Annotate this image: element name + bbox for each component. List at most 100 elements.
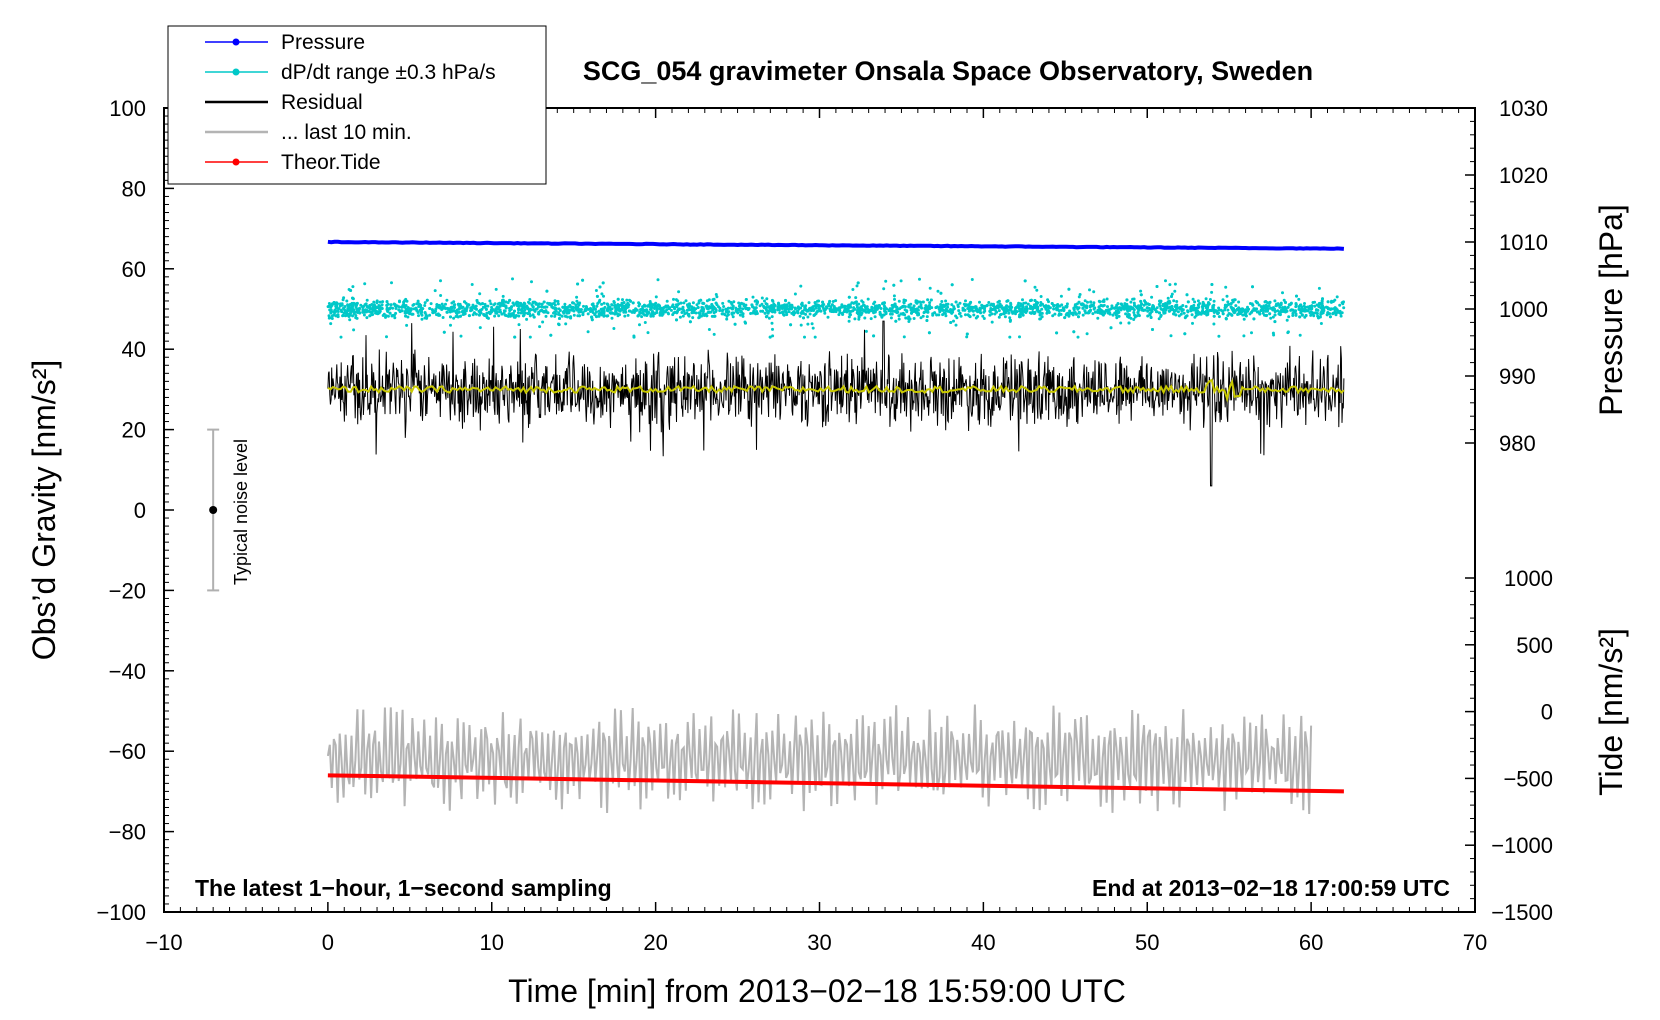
dpdt-point [1326,306,1329,310]
dpdt-point [344,311,348,315]
dpdt-point [1033,305,1036,309]
annotation-right: End at 2013−02−18 17:00:59 UTC [1092,875,1450,901]
dpdt-point [1073,303,1077,307]
dpdt-point [873,309,877,313]
dpdt-point [919,316,923,320]
dpdt-point [1184,315,1188,319]
dpdt-point [1304,314,1308,317]
dpdt-point [651,311,655,315]
dpdt-point [701,301,705,305]
dpdt-point [740,301,743,305]
dpdt-point [616,297,620,301]
dpdt-point [390,314,394,318]
dpdt-point [488,312,492,316]
dpdt-point [1116,302,1120,306]
dpdt-point [737,301,741,305]
dpdt-point [363,282,367,286]
dpdt-point [1294,309,1298,313]
dpdt-point [351,296,354,300]
noise-bar [207,428,220,592]
dpdt-point [1105,297,1109,301]
dpdt-point [889,309,893,313]
dpdt-point [674,303,678,307]
dpdt-point [928,286,932,290]
dpdt-point [501,294,505,298]
dpdt-point [421,307,425,311]
dpdt-point [610,303,614,307]
dpdt-point [1232,298,1236,302]
dpdt-point [944,308,948,311]
dpdt-point [777,301,780,305]
dpdt-point [623,308,627,312]
dpdt-point [869,309,873,313]
dpdt-point [1132,301,1136,305]
y-tick-label-tide: 500 [1516,633,1553,658]
dpdt-point [577,308,581,312]
dpdt-point [1052,307,1056,311]
dpdt-point [853,317,857,321]
dpdt-point [1287,303,1291,307]
chart-title: SCG_054 gravimeter Onsala Space Observat… [583,56,1313,86]
dpdt-point [1283,305,1287,309]
dpdt-point [910,311,913,315]
dpdt-point [547,302,551,306]
dpdt-point [494,287,498,291]
dpdt-point [452,306,456,309]
dpdt-point [1291,308,1295,312]
dpdt-point [911,306,915,310]
dpdt-point [1164,279,1167,283]
dpdt-point [1059,294,1063,298]
x-tick-label: 30 [807,930,831,955]
dpdt-point [915,301,919,305]
dpdt-point [329,322,333,326]
series-pressure [327,239,1345,251]
dpdt-point [760,296,764,300]
dpdt-point [1018,315,1021,319]
dpdt-point [895,305,899,309]
dpdt-point [800,303,804,307]
dpdt-point [1108,312,1112,316]
dpdt-point [519,311,523,315]
dpdt-point [1006,299,1010,303]
dpdt-point [475,299,479,302]
dpdt-point [970,278,974,281]
dpdt-point [484,307,488,311]
dpdt-point [550,314,553,318]
dpdt-point [852,306,856,310]
dpdt-point [532,315,536,319]
dpdt-point [656,278,660,282]
dpdt-point [1039,317,1042,321]
dpdt-point [469,309,473,313]
dpdt-point [1074,312,1078,316]
dpdt-point [380,307,384,310]
dpdt-point [1152,305,1155,309]
dpdt-point [439,279,442,283]
dpdt-point [1081,313,1085,317]
dpdt-point [441,316,445,319]
dpdt-point [699,298,703,302]
dpdt-point [1025,307,1029,311]
dpdt-point [1192,303,1196,307]
dpdt-point [1193,300,1197,304]
dpdt-point [1232,311,1236,315]
dpdt-point [417,302,421,306]
dpdt-point [959,314,963,318]
dpdt-point [965,335,969,339]
dpdt-point [1158,311,1161,315]
dpdt-point [826,315,830,319]
dpdt-point [1072,306,1076,310]
dpdt-point [1115,316,1119,320]
dpdt-point [806,309,810,313]
dpdt-point [837,313,841,317]
dpdt-point [510,313,514,317]
dpdt-point [878,312,882,316]
dpdt-point [1264,306,1268,310]
dpdt-point [944,303,948,307]
dpdt-point [403,311,407,315]
dpdt-point [863,305,867,309]
dpdt-point [792,311,796,315]
dpdt-point [330,317,334,320]
dpdt-point [764,306,768,310]
dpdt-point [558,313,562,317]
dpdt-point [1007,311,1011,315]
